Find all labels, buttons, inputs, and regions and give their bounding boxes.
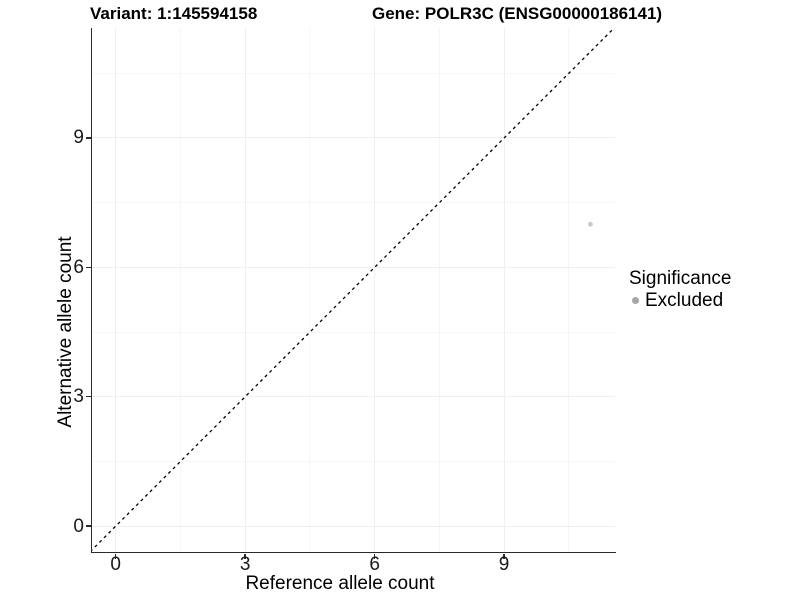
x-tick-mark: [503, 553, 505, 559]
minor-gridline-vertical: [309, 28, 311, 552]
y-axis-line: [90, 28, 92, 553]
x-tick-mark: [244, 553, 246, 559]
x-axis-line: [90, 552, 616, 554]
minor-gridline-horizontal: [92, 202, 615, 204]
minor-gridline-vertical: [438, 28, 440, 552]
data-point: [588, 221, 593, 227]
major-gridline-horizontal: [92, 137, 615, 139]
major-gridline-horizontal: [92, 266, 615, 268]
legend-key-dot-icon: [632, 297, 639, 304]
y-tick-label: 6: [73, 256, 84, 278]
identity-line: [92, 28, 615, 551]
legend-items: Excluded: [629, 290, 731, 311]
major-gridline-vertical: [374, 28, 376, 552]
y-tick-mark: [85, 396, 91, 398]
legend-title: Significance: [629, 268, 732, 289]
major-gridline-horizontal: [92, 396, 615, 398]
minor-gridline-horizontal: [92, 460, 615, 462]
legend-item: Excluded: [629, 290, 731, 311]
x-axis-label: Reference allele count: [245, 573, 435, 594]
y-tick-label: 9: [73, 127, 84, 149]
x-tick-label: 3: [239, 554, 251, 575]
legend: Significance Excluded: [629, 268, 731, 311]
minor-gridline-horizontal: [92, 331, 615, 333]
y-tick-mark: [85, 266, 91, 269]
x-tick-mark: [115, 553, 117, 559]
legend-item-label: Excluded: [645, 289, 724, 311]
minor-gridline-horizontal: [92, 72, 615, 74]
plot-title-variant: Variant: 1:145594158: [90, 4, 258, 23]
x-tick-label: 6: [369, 554, 380, 575]
x-tick-label: 9: [498, 554, 510, 575]
y-tick-label: 3: [73, 386, 84, 408]
plot-title-gene: Gene: POLR3C (ENSG00000186141): [372, 4, 663, 23]
y-tick-label: 0: [73, 515, 84, 537]
y-tick-mark: [85, 525, 91, 527]
minor-gridline-vertical: [568, 28, 570, 552]
x-tick-label: 0: [110, 554, 121, 575]
y-tick-mark: [85, 137, 91, 139]
major-gridline-vertical: [503, 28, 505, 552]
major-gridline-vertical: [115, 28, 117, 552]
minor-gridline-vertical: [179, 28, 181, 552]
y-axis-label: Alternative allele count: [55, 236, 76, 428]
x-tick-mark: [373, 553, 376, 559]
major-gridline-vertical: [244, 28, 246, 552]
plot-panel: [92, 28, 615, 552]
plot-draw-layer: [92, 28, 615, 551]
major-gridline-horizontal: [92, 525, 615, 527]
